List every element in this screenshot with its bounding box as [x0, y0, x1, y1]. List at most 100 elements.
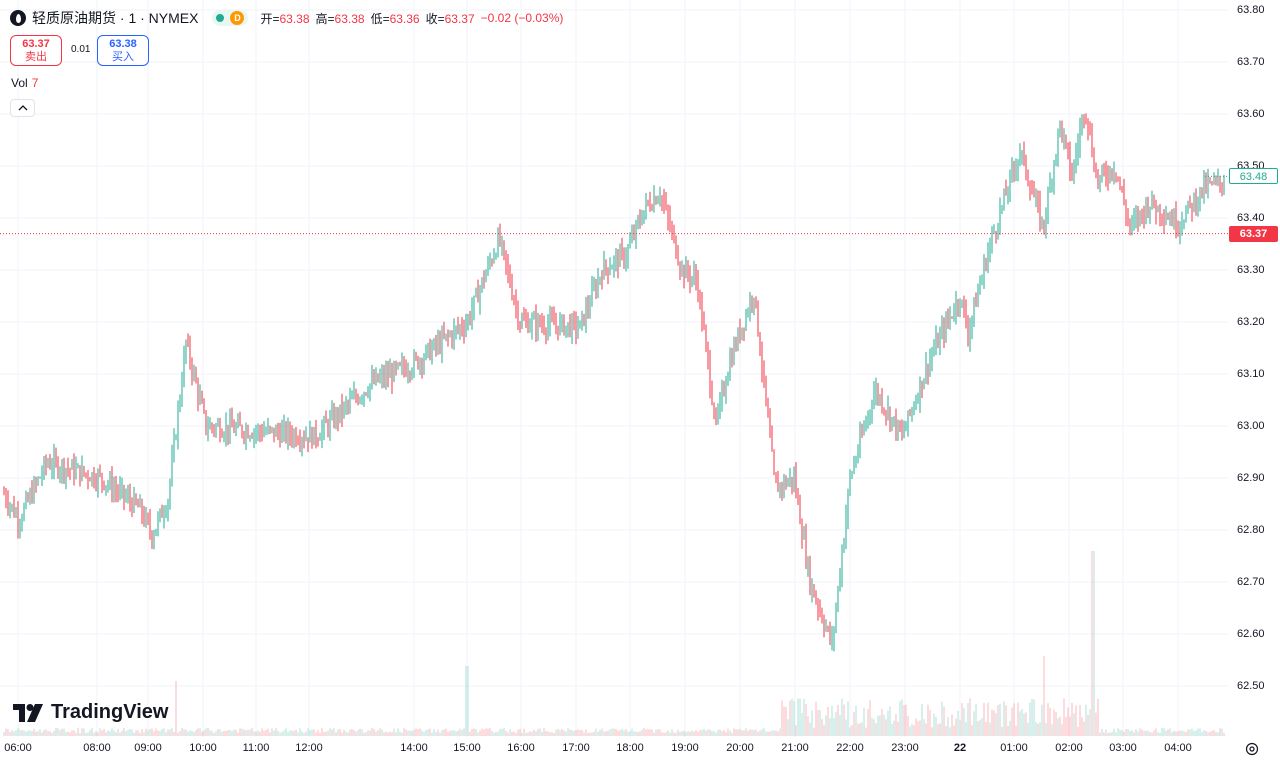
candle-body [1147, 203, 1149, 215]
candlestick-chart[interactable] [0, 0, 1228, 737]
volume-bar [773, 730, 775, 736]
candle-body [845, 516, 847, 541]
candle-body [365, 392, 367, 395]
candle-body [293, 432, 295, 441]
volume-bar [671, 729, 673, 736]
volume-bar [71, 730, 73, 736]
candle-body [241, 426, 243, 435]
symbol-title[interactable]: 轻质原油期货 · 1 · NYMEX [32, 10, 199, 26]
time-tick: 08:00 [83, 742, 111, 754]
candle-body [509, 271, 511, 286]
candle-body [19, 524, 21, 527]
price-tick: 63.20 [1237, 316, 1265, 328]
volume-bar [401, 732, 403, 736]
volume-bar [229, 730, 231, 736]
candle-body [737, 329, 739, 348]
volume-bar [147, 730, 149, 736]
candle-body [305, 437, 307, 441]
buy-button[interactable]: 63.38 买入 [97, 35, 149, 66]
candle-body [115, 488, 117, 491]
candle-body [499, 233, 501, 244]
candle-body [185, 341, 187, 355]
candle-body [127, 495, 129, 498]
volume-bar [217, 728, 219, 736]
candle-body [663, 198, 665, 205]
candle-body [1051, 182, 1053, 184]
volume-bar [957, 710, 959, 736]
volume-bar [739, 728, 741, 736]
candle-body [1053, 163, 1055, 183]
candle-body [227, 424, 229, 435]
time-tick: 01:00 [1000, 742, 1028, 754]
candle-body [795, 474, 797, 494]
candle-body [917, 400, 919, 402]
candle-body [155, 529, 157, 536]
candle-body [543, 325, 545, 331]
volume-bar [895, 714, 897, 736]
volume-bar [783, 706, 785, 736]
price-axis[interactable]: 63.80 63.70 63.60 63.50 63.40 63.30 63.20 63.10… [1228, 0, 1280, 737]
candle-body [43, 460, 45, 475]
volume-bar [849, 727, 851, 736]
volume-bar [703, 728, 705, 736]
volume-bar [1041, 704, 1043, 736]
market-status-pill[interactable]: D [212, 10, 249, 26]
gear-icon[interactable] [1244, 741, 1260, 757]
volume-bar [541, 731, 543, 736]
volume-bar [651, 729, 653, 736]
volume-bar [1161, 728, 1163, 736]
candle-body [153, 535, 155, 543]
volume-bar [527, 732, 529, 736]
candle-body [893, 416, 895, 418]
volume-bar [439, 732, 441, 736]
candle-body [409, 373, 411, 375]
volume-bar [495, 731, 497, 736]
volume-bar [983, 702, 985, 736]
candle-body [1019, 152, 1021, 161]
candle-body [827, 627, 829, 629]
candle-body [1195, 196, 1197, 208]
candle-body [745, 313, 747, 329]
time-axis[interactable]: 06:00 08:00 09:00 10:00 11:00 12:00 14:00 15:00… [0, 737, 1228, 765]
volume-bar [693, 731, 695, 736]
candle-body [1017, 160, 1019, 170]
ohlc-high: 高=63.38 [315, 11, 365, 26]
candle-body [431, 348, 433, 359]
volume-bar [1183, 731, 1185, 736]
candle-body [615, 255, 617, 259]
volume-bar [167, 729, 169, 736]
volume-bar [945, 726, 947, 736]
volume-legend[interactable]: Vol 7 [11, 76, 38, 90]
volume-bar [381, 729, 383, 736]
candle-body [1057, 131, 1059, 156]
volume-bar [741, 730, 743, 736]
volume-bar [963, 707, 965, 736]
candle-body [303, 439, 305, 441]
candle-body [1203, 179, 1205, 195]
time-tick: 11:00 [242, 742, 270, 754]
candle-body [3, 493, 5, 495]
collapse-legend-button[interactable] [10, 99, 35, 117]
volume-bar [1155, 728, 1157, 736]
candle-body [459, 326, 461, 329]
time-tick: 14:00 [400, 742, 428, 754]
candle-body [189, 342, 191, 363]
candle-body [835, 607, 837, 629]
candle-body [699, 296, 701, 298]
chart-plot-area[interactable] [0, 0, 1228, 737]
volume-bar [747, 730, 749, 736]
candle-body [335, 411, 337, 425]
volume-value: 7 [31, 76, 39, 90]
candle-body [1125, 203, 1127, 216]
volume-bar [607, 730, 609, 736]
candle-body [9, 505, 11, 509]
sell-button[interactable]: 63.37 卖出 [10, 35, 62, 66]
candle-body [1077, 145, 1079, 154]
volume-bar [919, 720, 921, 736]
volume-bar [1221, 728, 1223, 736]
volume-bar [1099, 732, 1101, 736]
volume-bar [141, 729, 143, 736]
volume-bar [269, 732, 271, 736]
candle-body [245, 429, 247, 438]
candle-body [727, 375, 729, 386]
